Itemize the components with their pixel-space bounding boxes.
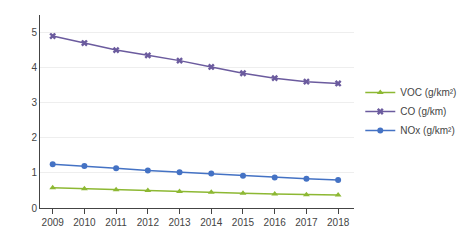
svg-text:5: 5 [31, 27, 37, 38]
svg-text:2017: 2017 [295, 217, 318, 228]
svg-text:2009: 2009 [42, 217, 65, 228]
svg-text:2010: 2010 [73, 217, 96, 228]
svg-text:2012: 2012 [137, 217, 160, 228]
svg-text:NOx (g/km²): NOx (g/km²) [400, 125, 454, 136]
svg-text:1: 1 [31, 167, 37, 178]
svg-text:2: 2 [31, 132, 37, 143]
svg-text:VOC (g/km²): VOC (g/km²) [400, 87, 456, 98]
svg-text:2011: 2011 [105, 217, 127, 228]
svg-text:0: 0 [31, 203, 37, 214]
svg-text:2014: 2014 [200, 217, 223, 228]
svg-text:2016: 2016 [264, 217, 287, 228]
svg-text:4: 4 [31, 62, 37, 73]
svg-text:3: 3 [31, 97, 37, 108]
svg-text:2013: 2013 [168, 217, 191, 228]
svg-text:2018: 2018 [327, 217, 350, 228]
svg-text:2015: 2015 [232, 217, 255, 228]
svg-text:CO (g/km): CO (g/km) [400, 106, 446, 117]
